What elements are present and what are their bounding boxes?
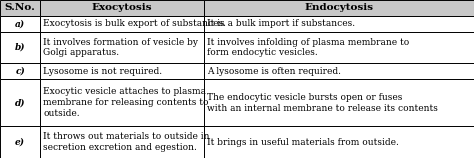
Text: e): e) [15, 138, 25, 147]
Text: d): d) [15, 98, 26, 107]
Bar [204, 126, 474, 158]
Text: b): b) [15, 43, 26, 52]
Text: Endocytosis: Endocytosis [304, 3, 374, 12]
Bar [0, 0, 40, 16]
Bar [0, 126, 40, 158]
Bar [0, 16, 40, 32]
Bar [204, 63, 474, 79]
Bar [40, 63, 204, 79]
Text: a): a) [15, 19, 25, 28]
Text: It involves formation of vesicle by
Golgi apparatus.: It involves formation of vesicle by Golg… [43, 37, 198, 57]
Bar [204, 16, 474, 32]
Bar [0, 63, 40, 79]
Text: A lysosome is often required.: A lysosome is often required. [207, 67, 341, 76]
Bar [204, 0, 474, 16]
Text: c): c) [15, 67, 25, 76]
Bar [40, 126, 204, 158]
Text: It involves infolding of plasma membrane to
form endocytic vesicles.: It involves infolding of plasma membrane… [207, 37, 409, 57]
Bar [204, 79, 474, 126]
Bar [0, 79, 40, 126]
Text: It is a bulk import if substances.: It is a bulk import if substances. [207, 19, 355, 28]
Bar [40, 32, 204, 63]
Bar [40, 79, 204, 126]
Text: Exocytosis: Exocytosis [92, 3, 152, 12]
Text: It brings in useful materials from outside.: It brings in useful materials from outsi… [207, 138, 399, 147]
Bar [40, 16, 204, 32]
Bar [0, 32, 40, 63]
Text: Exocytic vesicle attaches to plasma
membrane for releasing contents to
outside.: Exocytic vesicle attaches to plasma memb… [43, 87, 209, 118]
Bar [204, 32, 474, 63]
Text: The endocytic vesicle bursts open or fuses
with an internal membrane to release : The endocytic vesicle bursts open or fus… [207, 93, 438, 112]
Text: It throws out materials to outside in
secretion excretion and egestion.: It throws out materials to outside in se… [43, 132, 210, 152]
Bar [40, 0, 204, 16]
Text: Exocytosis is bulk export of substances.: Exocytosis is bulk export of substances. [43, 19, 226, 28]
Text: Lysosome is not required.: Lysosome is not required. [43, 67, 162, 76]
Text: S.No.: S.No. [5, 3, 36, 12]
